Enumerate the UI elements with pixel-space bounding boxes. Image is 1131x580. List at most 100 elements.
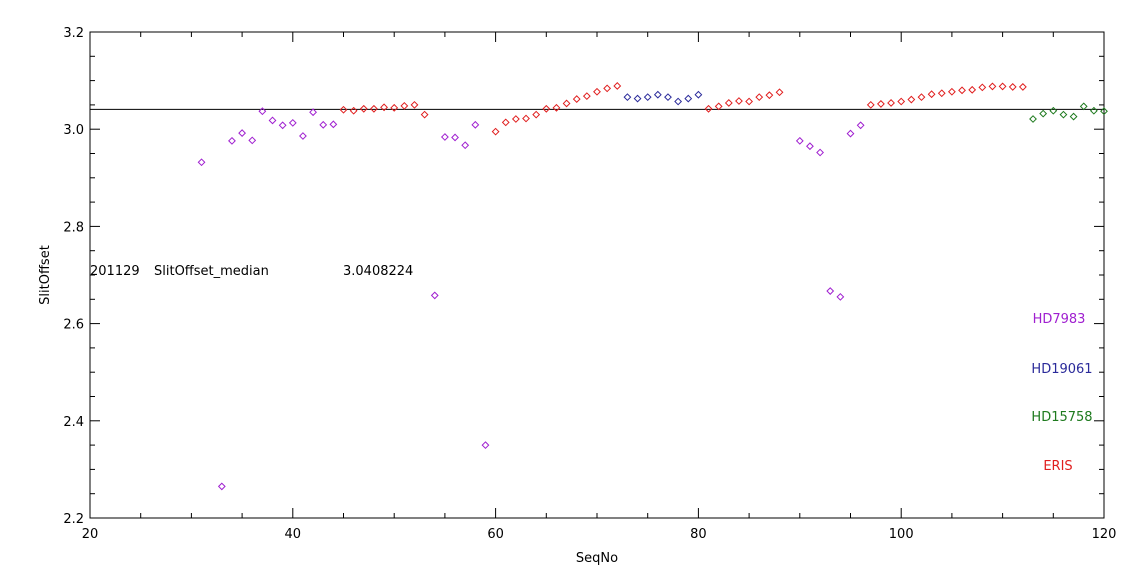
data-point <box>866 100 875 109</box>
data-point <box>684 94 693 103</box>
data-point <box>319 120 328 129</box>
data-point <box>390 103 399 112</box>
annotation-date: 201129 <box>90 264 140 279</box>
data-point <box>1069 112 1078 121</box>
data-points <box>197 82 1108 491</box>
y-tick-label: 3.2 <box>63 26 84 41</box>
data-point <box>613 82 622 90</box>
data-point <box>1089 106 1098 115</box>
data-point <box>795 136 804 145</box>
data-point <box>897 97 906 106</box>
data-point <box>430 291 439 300</box>
data-point <box>532 110 541 119</box>
data-point <box>1008 83 1017 91</box>
data-point <box>958 86 966 95</box>
y-tick-label: 3.0 <box>63 123 84 138</box>
axis-ticks <box>89 31 1105 519</box>
data-point <box>329 120 338 129</box>
data-point <box>775 88 784 97</box>
data-point <box>1029 115 1037 123</box>
data-point <box>755 93 764 102</box>
x-tick-label: 100 <box>889 527 914 542</box>
data-point <box>562 99 571 108</box>
data-point <box>917 93 926 102</box>
data-point <box>288 118 297 127</box>
data-point <box>491 127 500 136</box>
y-tick-label: 2.4 <box>63 415 84 430</box>
data-point <box>978 83 987 92</box>
data-point <box>349 106 358 115</box>
data-point <box>603 84 612 93</box>
data-point <box>745 97 754 106</box>
x-tick-label: 20 <box>82 527 99 542</box>
data-point <box>937 89 946 98</box>
data-point <box>968 85 977 94</box>
data-point <box>278 121 287 130</box>
data-point <box>664 93 672 102</box>
data-point <box>1018 83 1027 91</box>
data-point <box>674 97 683 106</box>
data-point <box>522 114 530 123</box>
data-point <box>877 100 885 108</box>
data-point <box>268 116 277 125</box>
y-tick-label: 2.6 <box>63 318 84 333</box>
legend-entry: HD15758 <box>1031 410 1092 425</box>
data-point <box>542 104 551 113</box>
data-point <box>846 129 855 138</box>
data-point <box>887 99 895 107</box>
data-point <box>370 104 378 113</box>
data-point <box>238 129 247 137</box>
data-point <box>704 104 713 113</box>
x-axis-label: SeqNo <box>576 551 618 566</box>
data-point <box>420 110 429 119</box>
data-point <box>440 133 449 141</box>
data-point <box>694 90 703 99</box>
data-point <box>623 93 632 102</box>
data-point <box>1059 110 1068 119</box>
data-point <box>309 108 317 117</box>
annotation-value: 3.0408224 <box>343 264 413 279</box>
data-point <box>724 99 733 107</box>
x-tick-label: 60 <box>487 527 504 542</box>
y-tick-label: 2.8 <box>63 220 84 235</box>
data-point <box>826 287 835 295</box>
data-point <box>947 87 956 96</box>
data-point <box>735 97 743 105</box>
data-point <box>856 121 865 130</box>
data-point <box>806 142 814 151</box>
data-point <box>258 107 267 116</box>
y-axis-label: SlitOffset <box>38 245 53 305</box>
legend-entry: HD7983 <box>1033 312 1086 327</box>
data-point <box>816 148 824 157</box>
data-point <box>765 91 774 100</box>
data-point <box>998 82 1007 91</box>
data-point <box>197 158 206 167</box>
y-tick-label: 2.2 <box>63 512 84 527</box>
legend: HD7983 HD19061 HD15758 ERIS <box>1031 312 1092 474</box>
data-point <box>572 95 581 103</box>
data-point <box>481 441 490 450</box>
data-point <box>593 87 601 96</box>
data-point <box>400 101 409 110</box>
data-point <box>1039 109 1048 118</box>
data-point <box>988 82 997 91</box>
data-point <box>643 93 652 102</box>
data-point <box>927 90 936 99</box>
axis-tick-labels: 20 40 60 80 100 120 2.2 2.4 2.6 2.8 3.0 3.2 <box>63 26 1116 542</box>
data-point <box>511 115 520 123</box>
data-point <box>907 95 916 104</box>
data-point <box>451 133 459 142</box>
data-point <box>836 292 845 301</box>
x-tick-label: 80 <box>690 527 707 542</box>
data-point <box>501 118 510 127</box>
data-point <box>339 105 348 114</box>
data-point <box>714 102 723 111</box>
data-point <box>1049 106 1058 115</box>
x-tick-label: 120 <box>1092 527 1117 542</box>
data-point <box>1079 102 1088 111</box>
data-point <box>653 90 662 99</box>
data-point <box>410 100 419 109</box>
data-point <box>217 482 226 491</box>
data-point <box>552 103 561 112</box>
